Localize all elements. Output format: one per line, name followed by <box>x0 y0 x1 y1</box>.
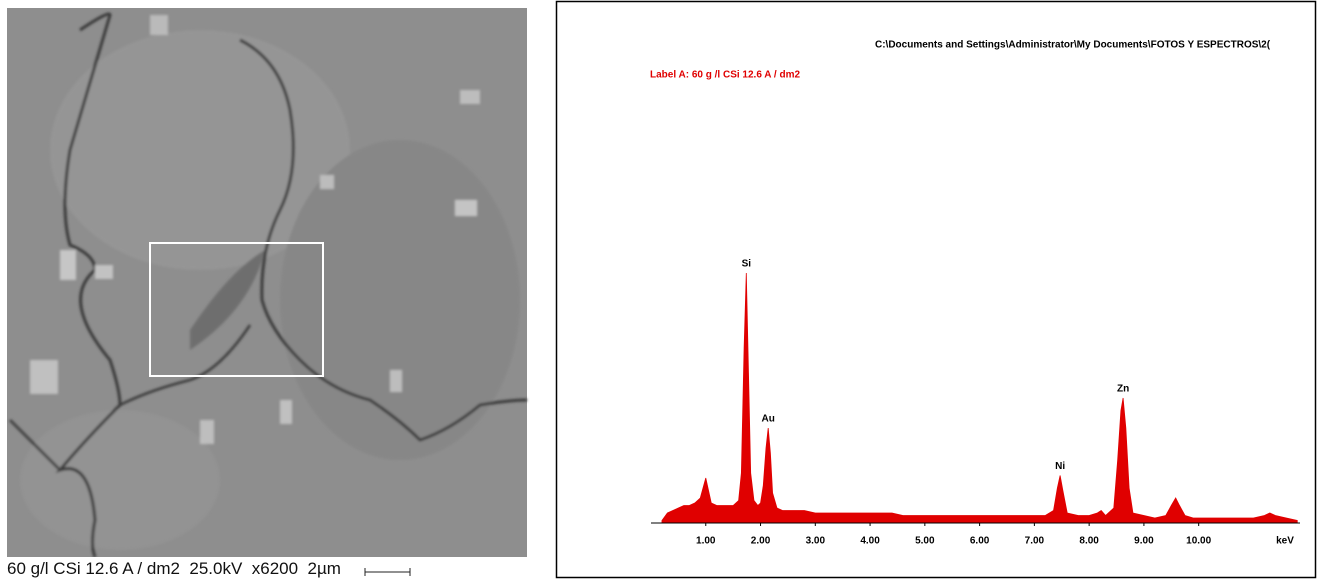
x-tick-label: 2.00 <box>751 536 771 547</box>
peak-label: Au <box>762 414 775 425</box>
x-tick-label: 4.00 <box>860 536 880 547</box>
plot-area: C:\Documents and Settings\Administrator\… <box>650 40 1300 547</box>
peak-label: Si <box>742 259 752 270</box>
peak-label: Zn <box>1117 384 1129 395</box>
peak-label: Ni <box>1055 461 1065 472</box>
x-tick-label: 10.00 <box>1186 536 1211 547</box>
x-tick-label: 5.00 <box>915 536 935 547</box>
x-tick-label: 7.00 <box>1025 536 1045 547</box>
chart-subtitle: Label A: 60 g /l CSi 12.6 A / dm2 <box>650 70 800 81</box>
chart-title: C:\Documents and Settings\Administrator\… <box>875 40 1271 51</box>
selection-box <box>149 242 324 377</box>
spectrum <box>661 272 1298 524</box>
sem-texture <box>8 12 528 558</box>
x-tick-label: 1.00 <box>696 536 716 547</box>
x-tick-label: 8.00 <box>1079 536 1099 547</box>
caption-background <box>7 557 417 582</box>
x-tick-label: 9.00 <box>1134 536 1154 547</box>
chart-frame <box>555 0 1317 579</box>
x-tick-label: 3.00 <box>806 536 826 547</box>
x-axis-label: keV <box>1276 536 1294 547</box>
x-tick-label: 6.00 <box>970 536 990 547</box>
sem-caption: 60 g/l CSi 12.6 A / dm2 25.0kV x6200 2µm <box>7 559 341 578</box>
sem-image <box>7 8 528 582</box>
